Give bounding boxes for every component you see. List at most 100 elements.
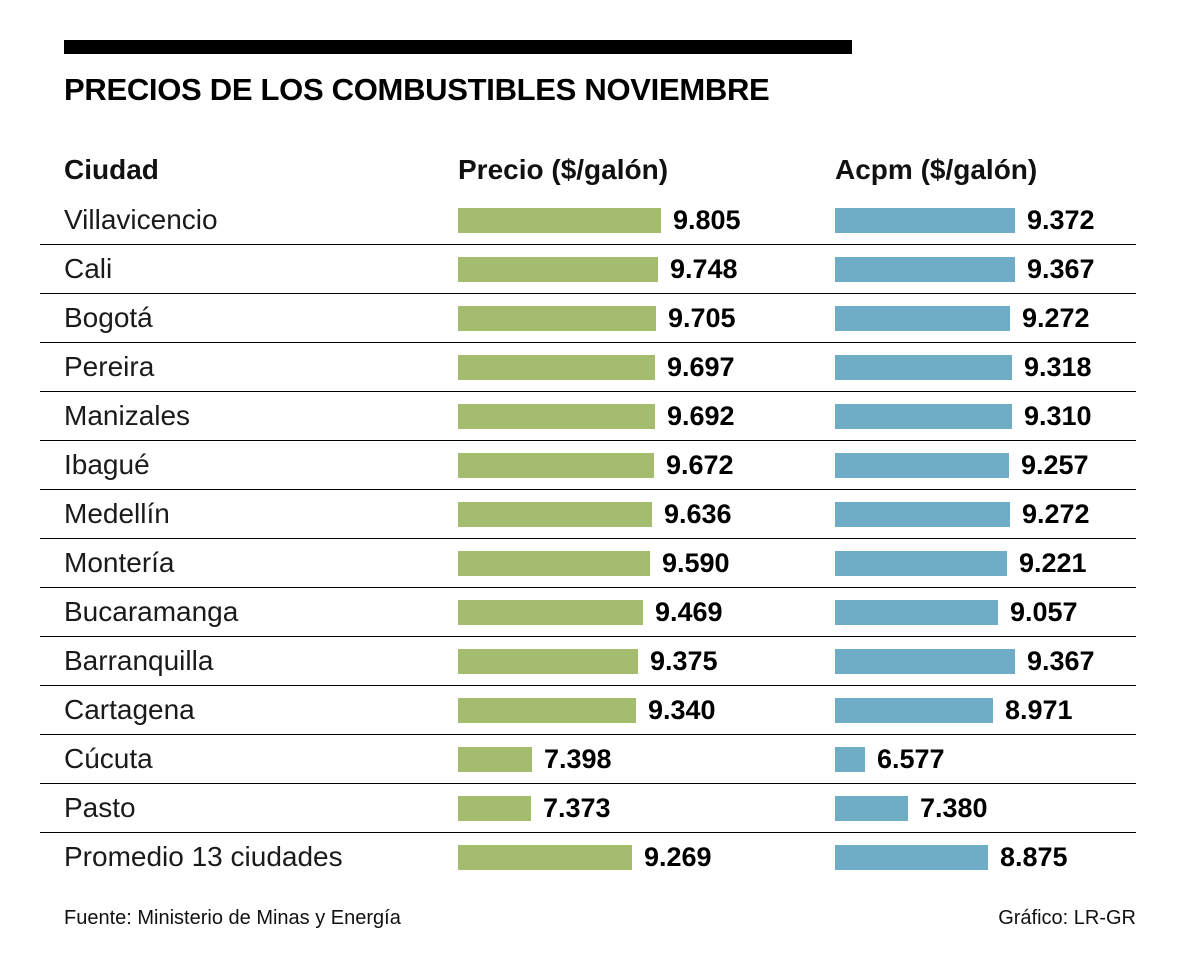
- table-row: Bogotá 9.705 9.272: [40, 294, 1136, 343]
- precio-bar-cell: 9.590: [458, 548, 835, 579]
- acpm-bar: [835, 599, 998, 625]
- acpm-bar: [835, 354, 1012, 380]
- precio-value: 9.692: [667, 400, 735, 431]
- precio-bar-cell: 7.398: [458, 744, 835, 775]
- acpm-value: 8.971: [1005, 694, 1073, 725]
- precio-bar-cell: 9.375: [458, 646, 835, 677]
- table-row: Cúcuta 7.398 6.577: [40, 735, 1136, 784]
- acpm-bar-cell: 9.221: [835, 548, 1136, 579]
- table-row: Villavicencio 9.805 9.372: [40, 196, 1136, 245]
- city-label: Pereira: [64, 351, 155, 382]
- acpm-value: 9.310: [1024, 400, 1092, 431]
- table-row: Medellín 9.636 9.272: [40, 490, 1136, 539]
- precio-bar: [458, 844, 632, 870]
- acpm-bar: [835, 844, 988, 870]
- acpm-value: 6.577: [877, 743, 945, 774]
- precio-bar: [458, 354, 655, 380]
- acpm-bar: [835, 305, 1010, 331]
- city-label: Manizales: [64, 400, 191, 431]
- acpm-value: 8.875: [1000, 841, 1068, 872]
- precio-bar-cell: 9.469: [458, 597, 835, 628]
- precio-value: 9.672: [666, 449, 734, 480]
- acpm-bar-cell: 6.577: [835, 744, 1136, 775]
- column-header-city: Ciudad: [64, 154, 159, 185]
- acpm-bar-cell: 9.257: [835, 450, 1136, 481]
- table-header: Ciudad Precio ($/galón) Acpm ($/galón): [64, 152, 1136, 188]
- table-row: Promedio 13 ciudades 9.269 8.875: [40, 833, 1136, 881]
- precio-bar-cell: 9.340: [458, 695, 835, 726]
- credit-note: Gráfico: LR-GR: [998, 907, 1136, 929]
- city-label: Pasto: [64, 792, 136, 823]
- acpm-value: 9.221: [1019, 547, 1087, 578]
- precio-value: 9.636: [664, 498, 732, 529]
- precio-value: 7.373: [543, 792, 611, 823]
- acpm-value: 9.272: [1022, 498, 1090, 529]
- acpm-value: 9.318: [1024, 351, 1092, 382]
- city-label: Barranquilla: [64, 645, 214, 676]
- city-label: Bogotá: [64, 302, 153, 333]
- acpm-value: 7.380: [920, 792, 988, 823]
- acpm-bar-cell: 8.875: [835, 842, 1136, 873]
- city-label: Promedio 13 ciudades: [64, 841, 343, 872]
- precio-value: 9.340: [648, 694, 716, 725]
- precio-bar-cell: 9.672: [458, 450, 835, 481]
- page-title: PRECIOS DE LOS COMBUSTIBLES NOVIEMBRE: [64, 72, 770, 107]
- acpm-bar: [835, 550, 1007, 576]
- acpm-bar: [835, 501, 1010, 527]
- table-row: Pasto 7.373 7.380: [40, 784, 1136, 833]
- acpm-bar: [835, 207, 1015, 233]
- table-row: Cartagena 9.340 8.971: [40, 686, 1136, 735]
- acpm-bar-cell: 9.367: [835, 646, 1136, 677]
- acpm-bar-cell: 9.057: [835, 597, 1136, 628]
- acpm-bar-cell: 9.272: [835, 303, 1136, 334]
- table-row: Pereira 9.697 9.318: [40, 343, 1136, 392]
- acpm-bar: [835, 256, 1015, 282]
- precio-bar-cell: 9.805: [458, 205, 835, 236]
- city-label: Medellín: [64, 498, 170, 529]
- acpm-value: 9.367: [1027, 645, 1095, 676]
- column-header-precio: Precio ($/galón): [458, 154, 669, 185]
- column-header-acpm: Acpm ($/galón): [835, 154, 1038, 185]
- precio-value: 9.469: [655, 596, 723, 627]
- table-row: Barranquilla 9.375 9.367: [40, 637, 1136, 686]
- precio-bar: [458, 403, 655, 429]
- precio-value: 9.269: [644, 841, 712, 872]
- acpm-bar: [835, 648, 1015, 674]
- acpm-bar-cell: 7.380: [835, 793, 1136, 824]
- city-label: Bucaramanga: [64, 596, 239, 627]
- precio-value: 7.398: [544, 743, 612, 774]
- precio-bar-cell: 9.748: [458, 254, 835, 285]
- table-row: Ibagué 9.672 9.257: [40, 441, 1136, 490]
- acpm-value: 9.257: [1021, 449, 1089, 480]
- table-row: Cali 9.748 9.367: [40, 245, 1136, 294]
- acpm-bar-cell: 9.367: [835, 254, 1136, 285]
- precio-bar-cell: 9.692: [458, 401, 835, 432]
- precio-value: 9.697: [667, 351, 735, 382]
- acpm-value: 9.057: [1010, 596, 1078, 627]
- acpm-bar-cell: 9.318: [835, 352, 1136, 383]
- precio-bar-cell: 9.636: [458, 499, 835, 530]
- precio-bar: [458, 746, 532, 772]
- table-row: Montería 9.590 9.221: [40, 539, 1136, 588]
- city-label: Villavicencio: [64, 204, 218, 235]
- acpm-value: 9.272: [1022, 302, 1090, 333]
- acpm-bar: [835, 452, 1009, 478]
- table-row: Bucaramanga 9.469 9.057: [40, 588, 1136, 637]
- precio-value: 9.705: [668, 302, 736, 333]
- city-label: Ibagué: [64, 449, 150, 480]
- precio-bar-cell: 9.705: [458, 303, 835, 334]
- precio-bar: [458, 550, 650, 576]
- source-note: Fuente: Ministerio de Minas y Energía: [64, 907, 401, 929]
- precio-value: 9.375: [650, 645, 718, 676]
- precio-bar: [458, 501, 652, 527]
- acpm-bar: [835, 746, 865, 772]
- precio-bar: [458, 256, 658, 282]
- precio-bar: [458, 795, 531, 821]
- city-label: Cartagena: [64, 694, 195, 725]
- precio-bar-cell: 7.373: [458, 793, 835, 824]
- city-label: Montería: [64, 547, 175, 578]
- table-row: Manizales 9.692 9.310: [40, 392, 1136, 441]
- city-label: Cali: [64, 253, 113, 284]
- acpm-bar: [835, 795, 908, 821]
